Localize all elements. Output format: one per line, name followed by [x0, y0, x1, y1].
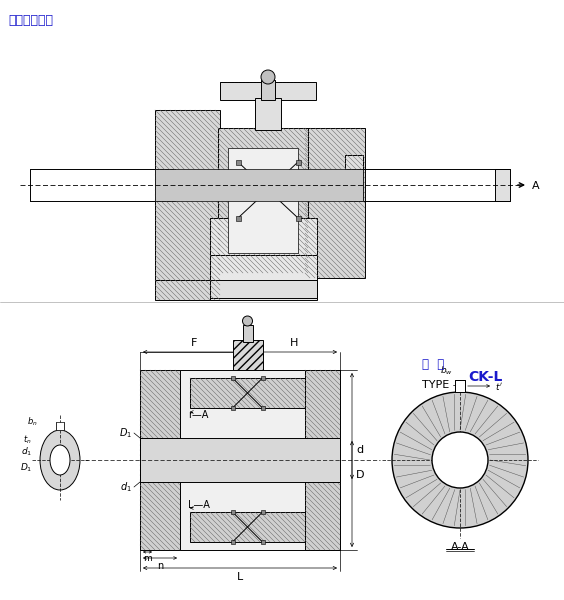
Text: A: A: [532, 181, 540, 191]
Bar: [231, 406, 235, 410]
Bar: [455, 380, 465, 392]
Text: CK-L: CK-L: [468, 370, 503, 384]
Text: L: L: [237, 572, 243, 582]
Bar: [228, 148, 298, 253]
Text: n: n: [157, 561, 163, 571]
Bar: [210, 218, 317, 280]
Bar: [255, 98, 281, 130]
Text: 型  号: 型 号: [422, 358, 444, 371]
Text: $d_1$: $d_1$: [120, 480, 132, 494]
Bar: [261, 540, 265, 544]
Bar: [218, 128, 308, 273]
Text: $d_1$: $d_1$: [21, 446, 32, 458]
Text: F: F: [191, 338, 197, 348]
Text: r—A: r—A: [188, 410, 208, 420]
Bar: [140, 370, 180, 550]
Text: 安装参考范例: 安装参考范例: [8, 14, 53, 27]
Bar: [56, 422, 64, 430]
Bar: [261, 80, 275, 100]
Bar: [345, 155, 363, 200]
Bar: [296, 215, 301, 220]
Bar: [236, 160, 240, 164]
Bar: [210, 255, 317, 300]
Bar: [305, 128, 365, 278]
Text: H: H: [289, 338, 298, 348]
Bar: [495, 169, 510, 201]
Bar: [220, 82, 316, 100]
Bar: [140, 438, 340, 482]
Bar: [231, 376, 235, 380]
Text: $D_1$: $D_1$: [20, 462, 32, 474]
Bar: [296, 160, 301, 164]
Text: D: D: [356, 470, 364, 480]
Circle shape: [261, 70, 275, 84]
Bar: [155, 110, 220, 280]
Ellipse shape: [50, 445, 70, 475]
Bar: [232, 340, 262, 370]
Circle shape: [392, 392, 528, 528]
Bar: [190, 378, 305, 408]
Text: $t_n$: $t_n$: [23, 434, 32, 446]
Bar: [261, 376, 265, 380]
Bar: [261, 510, 265, 514]
Bar: [180, 370, 340, 550]
Bar: [190, 512, 305, 542]
Bar: [236, 215, 240, 220]
Text: $b_w$: $b_w$: [440, 364, 453, 377]
Bar: [261, 406, 265, 410]
Text: A-A: A-A: [451, 542, 469, 552]
Text: $b_n$: $b_n$: [28, 415, 38, 428]
Text: m: m: [143, 554, 152, 563]
Circle shape: [243, 316, 253, 326]
Circle shape: [432, 432, 488, 488]
Text: $t'$: $t'$: [495, 380, 503, 391]
Text: TYPE: TYPE: [422, 380, 450, 390]
Text: $D_1$: $D_1$: [119, 426, 132, 440]
Bar: [231, 540, 235, 544]
Bar: [231, 510, 235, 514]
Bar: [243, 325, 253, 342]
Text: d: d: [356, 445, 363, 455]
Ellipse shape: [40, 430, 80, 490]
Bar: [305, 370, 340, 550]
Bar: [155, 169, 363, 201]
Text: L—A: L—A: [188, 500, 210, 510]
Bar: [155, 280, 220, 300]
Bar: [210, 280, 317, 298]
